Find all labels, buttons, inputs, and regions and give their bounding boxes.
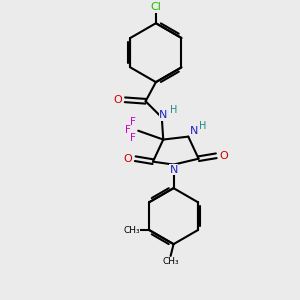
Text: N: N — [189, 126, 198, 136]
Text: N: N — [159, 110, 167, 120]
Text: H: H — [199, 121, 207, 131]
Text: O: O — [113, 95, 122, 105]
Text: CH₃: CH₃ — [123, 226, 140, 235]
Text: Cl: Cl — [151, 2, 161, 12]
Text: F: F — [125, 125, 131, 135]
Text: O: O — [219, 151, 228, 161]
Text: F: F — [130, 118, 136, 128]
Text: H: H — [170, 105, 178, 115]
Text: F: F — [130, 134, 136, 143]
Text: CH₃: CH₃ — [162, 257, 179, 266]
Text: O: O — [124, 154, 132, 164]
Text: N: N — [169, 165, 178, 175]
